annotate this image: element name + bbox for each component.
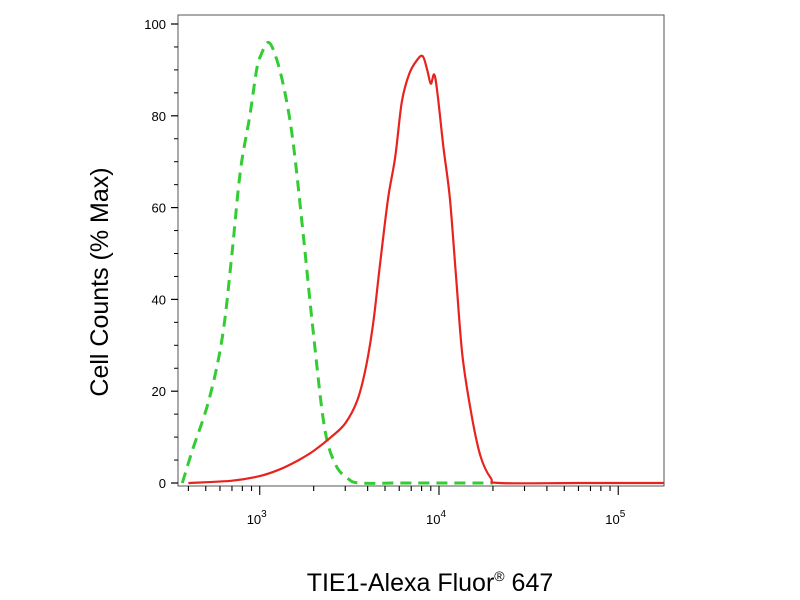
x-axis-title-registered-mark: ® (494, 568, 505, 584)
x-tick-label: 103 (247, 509, 267, 527)
x-tick-label: 105 (605, 509, 625, 527)
y-tick-label: 40 (152, 292, 166, 307)
x-tick-label-base: 10 (426, 512, 440, 527)
x-tick-label-exponent: 4 (440, 509, 446, 520)
x-tick-label-exponent: 5 (620, 509, 626, 520)
x-axis: 103 104 105 (187, 486, 626, 527)
y-tick-label: 0 (159, 476, 166, 491)
plot-frame (177, 14, 665, 487)
x-axis-title-suffix: 647 (505, 569, 554, 597)
series-line-dashed-green (180, 40, 493, 485)
y-tick-label: 20 (152, 384, 166, 399)
y-axis: 0 20 40 60 80 100 (144, 17, 178, 491)
y-tick-label: 60 (152, 201, 166, 216)
x-tick-label-base: 10 (605, 512, 619, 527)
y-tick-label: 80 (152, 109, 166, 124)
series-layer (180, 40, 664, 485)
x-tick-label-base: 10 (247, 512, 261, 527)
y-axis-title: Cell Counts (% Max) (86, 167, 114, 396)
y-tick-label: 100 (144, 17, 166, 32)
x-tick-label-exponent: 3 (261, 509, 267, 520)
x-axis-title-main: TIE1-Alexa Fluor (307, 569, 495, 597)
x-axis-title: TIE1-Alexa Fluor® 647 (307, 568, 554, 597)
x-tick-label: 104 (426, 509, 446, 527)
series-line-solid-red (188, 54, 664, 485)
